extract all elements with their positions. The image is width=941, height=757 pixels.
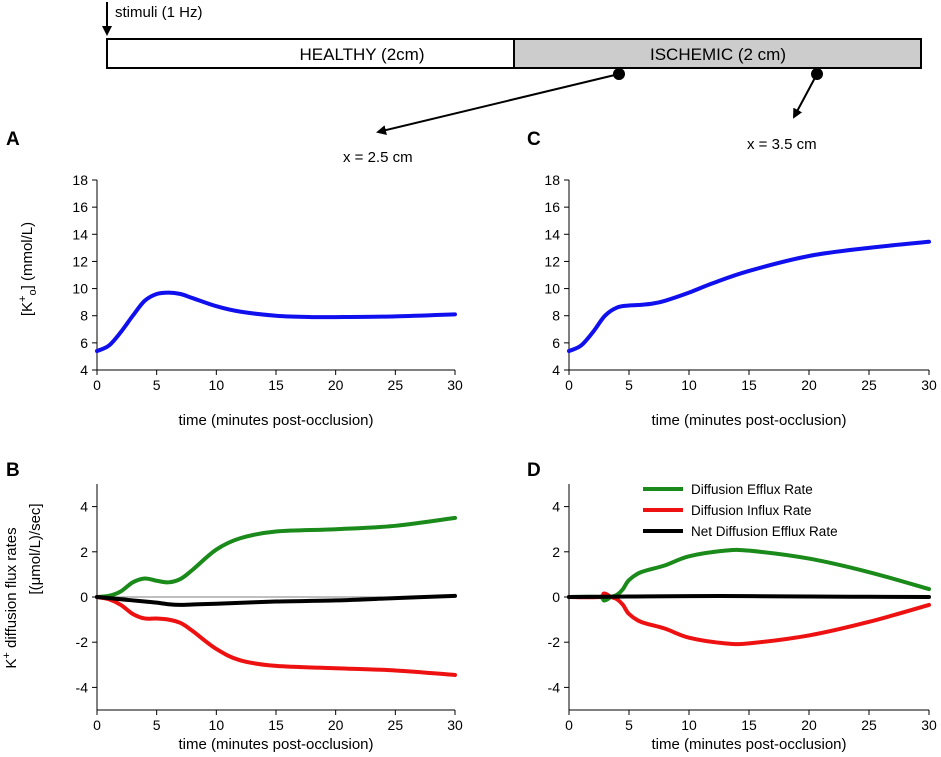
legend-label-influx: Diffusion Influx Rate [691,503,812,518]
panel-c-y-tick-label: 14 [544,226,560,242]
panel-d-y-tick-label: -4 [548,679,561,695]
healthy-label: HEALTHY (2cm) [299,45,424,64]
panel-b-series-diffusion-efflux-rate [95,515,457,599]
panel-a-y-tick-label: 10 [72,281,88,297]
panel-d-series-net-diffusion-efflux-rate [567,594,931,599]
panel-label-c: C [527,129,541,150]
panel-a-y-tick-label: 14 [72,226,88,242]
panel-d-x-tick-label: 5 [625,717,633,733]
panel-d-x-tick-label: 30 [921,717,937,733]
panel-a-y-tick-label: 18 [72,172,88,188]
marker-c-label: x = 3.5 cm [747,136,817,153]
panel-label-d: D [527,460,541,481]
panel-b-series-diffusion-influx-rate [95,595,457,677]
panel-d-series-diffusion-influx-rate [567,591,931,647]
panel-b-x-tick-label: 10 [209,717,225,733]
marker-a-arrow [376,73,620,135]
panel-a-y-tick-label: 4 [80,362,88,378]
panel-d-y-tick-label: 4 [552,499,560,515]
chart-panel-c: 0 5 10 15 20 25 30 4 6 8 10 12 14 16 18 time (minutes p… [544,172,937,429]
chart-panel-b: 0 5 10 15 20 25 30 -4 -2 0 2 4 time (minutes post-oc… [76,484,463,753]
panel-d-x-tick-label: 20 [801,717,817,733]
panel-b-y-tick-label: -4 [76,679,89,695]
panel-c-y-tick-label: 18 [544,172,560,188]
panel-b-x-tick-label: 30 [447,717,463,733]
panel-a-x-tick-label: 20 [328,377,344,393]
panel-b-x-axis-label: time (minutes post-occlusion) [178,736,373,753]
marker-c-arrow [793,73,818,119]
panel-d-y-tick-label: -2 [548,634,561,650]
panel-b-x-tick-label: 5 [153,717,161,733]
panel-a-y-tick-label: 12 [72,253,88,269]
y-axis-label-b-line2: [(μmol/L)/sec] [27,503,44,594]
panel-c-x-axis-label: time (minutes post-occlusion) [651,412,846,429]
legend: Diffusion Efflux Rate Diffusion Influx R… [643,482,838,539]
panel-a-y-tick-label: 8 [80,308,88,324]
tissue-schematic: stimuli (1 Hz) HEALTHY (2cm) ISCHEMIC (2… [102,2,922,166]
marker-a-label: x = 2.5 cm [343,149,413,166]
panel-c-y-tick-label: 8 [552,308,560,324]
chart-panel-a: 0 5 10 15 20 25 30 4 6 8 10 12 14 16 18 time (minutes p… [72,172,463,429]
panel-label-a: A [6,129,20,150]
panel-d-series-diffusion-efflux-rate [567,547,931,603]
panel-d-x-tick-label: 10 [681,717,697,733]
panel-c-y-tick-label: 4 [552,362,560,378]
panel-b-y-tick-label: 4 [80,499,88,515]
y-axis-label-a: [K+o] (mmol/L) [17,222,39,316]
panel-c-x-tick-label: 25 [861,377,877,393]
panel-d-x-tick-label: 25 [861,717,877,733]
panel-b-x-tick-label: 20 [328,717,344,733]
panel-c-x-tick-label: 20 [801,377,817,393]
stimulus-label: stimuli (1 Hz) [115,4,203,21]
panel-b-series-net-diffusion-efflux-rate [95,593,457,607]
panel-c-y-tick-label: 16 [544,199,560,215]
panel-d-x-tick-label: 15 [741,717,757,733]
panel-a-y-tick-label: 6 [80,335,88,351]
panel-b-y-tick-label: 0 [80,589,88,605]
panel-d-y-tick-label: 0 [552,589,560,605]
y-axis-label-b-line1: K+ diffusion flux rates [1,527,20,668]
panel-c-x-tick-label: 15 [741,377,757,393]
panel-c-y-tick-label: 6 [552,335,560,351]
panel-label-b: B [6,460,20,481]
ischemic-segment [513,38,922,69]
panel-c-series-k-o [567,239,931,353]
panel-c-x-tick-label: 10 [681,377,697,393]
panel-d-x-tick-label: 0 [565,717,573,733]
panel-b-y-tick-label: 2 [80,544,88,560]
panel-a-x-tick-label: 10 [209,377,225,393]
panel-a-y-tick-label: 16 [72,199,88,215]
panel-a-series-k-o [95,290,457,353]
panel-a-x-tick-label: 30 [447,377,463,393]
panel-c-y-tick-label: 12 [544,253,560,269]
panel-a-x-axis-label: time (minutes post-occlusion) [178,412,373,429]
panel-d-y-tick-label: 2 [552,544,560,560]
panel-a-x-tick-label: 0 [93,377,101,393]
panel-b-x-tick-label: 25 [388,717,404,733]
panel-d-x-axis-label: time (minutes post-occlusion) [651,736,846,753]
panel-b-x-tick-label: 0 [93,717,101,733]
legend-label-efflux: Diffusion Efflux Rate [691,482,813,497]
panel-c-x-tick-label: 5 [625,377,633,393]
panel-c-y-tick-label: 10 [544,281,560,297]
panel-b-y-tick-label: -2 [76,634,89,650]
panel-a-x-tick-label: 25 [388,377,404,393]
ischemic-label: ISCHEMIC (2 cm) [650,45,786,64]
panel-a-x-tick-label: 5 [153,377,161,393]
chart-panel-d: 0 5 10 15 20 25 30 -4 -2 0 2 4 time (minutes post-oc… [548,484,937,753]
panel-a-x-tick-label: 15 [268,377,284,393]
legend-label-net: Net Diffusion Efflux Rate [691,524,838,539]
panel-b-x-tick-label: 15 [268,717,284,733]
panel-c-x-tick-label: 0 [565,377,573,393]
panel-c-x-tick-label: 30 [921,377,937,393]
